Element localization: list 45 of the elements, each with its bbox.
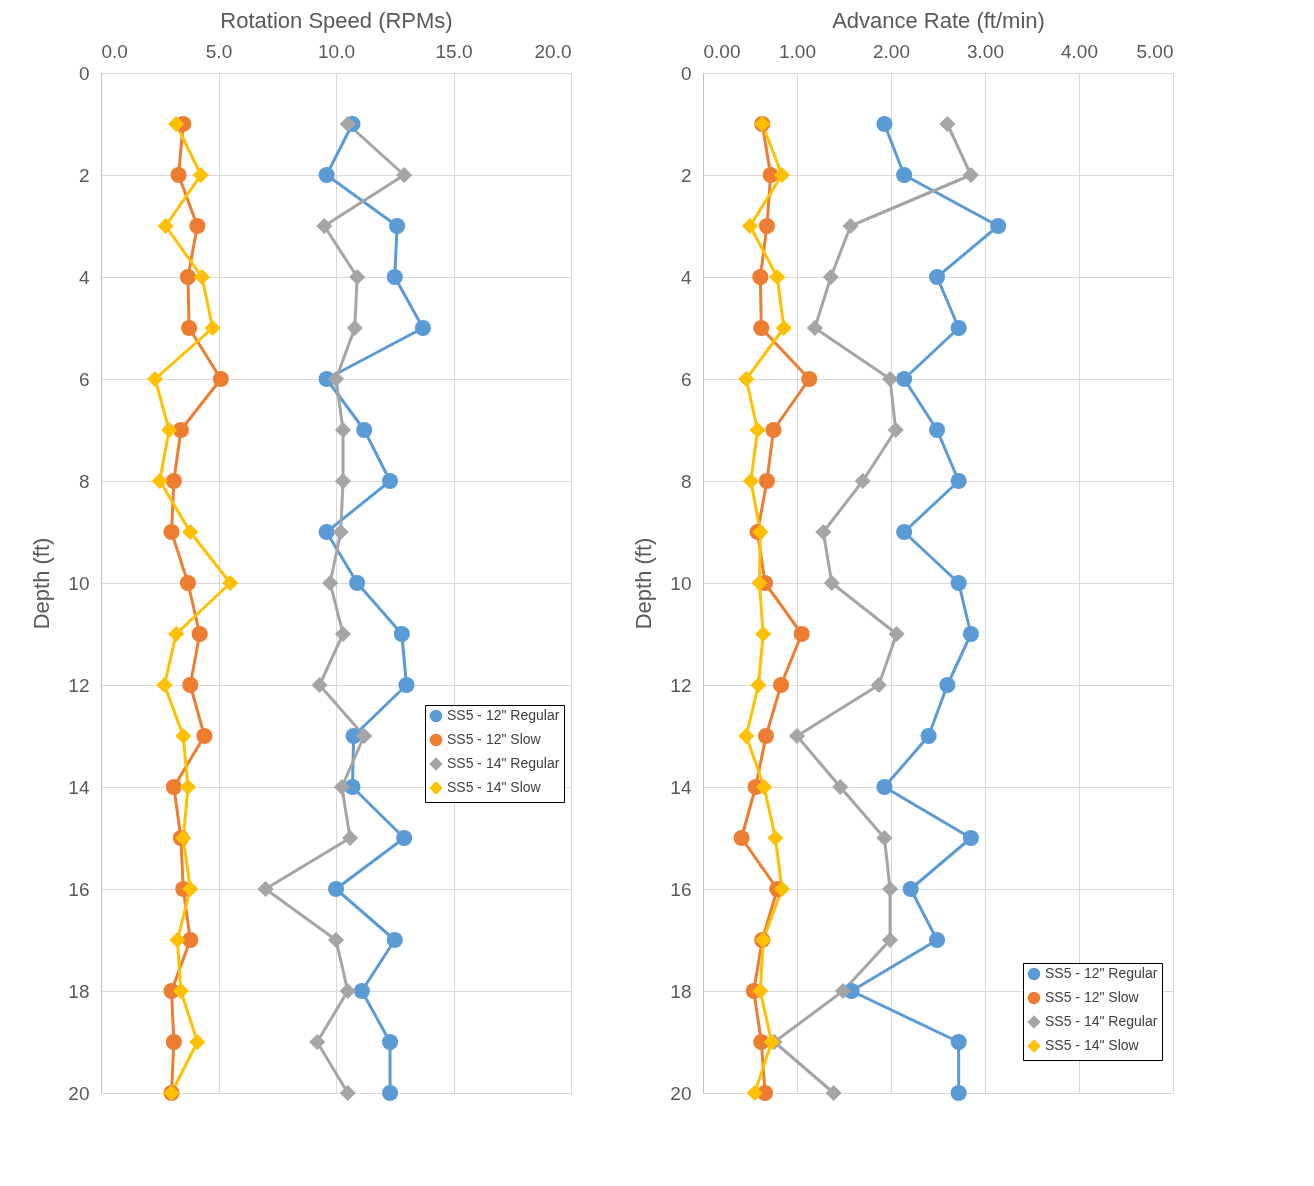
y-tick-label: 18: [68, 980, 90, 1002]
y-axis-title: Depth (ft): [29, 537, 55, 630]
x-tick-label: 0.00: [703, 40, 741, 62]
y-tick-label: 20: [670, 1082, 692, 1104]
y-tick-label: 0: [680, 62, 692, 84]
y-tick-label: 18: [670, 980, 692, 1002]
y-tick-label: 12: [670, 674, 692, 696]
legend-label: SS5 - 12" Slow: [1045, 989, 1140, 1005]
y-tick-label: 8: [78, 470, 90, 492]
y-tick-label: 6: [680, 368, 692, 390]
x-tick-label: 0.0: [101, 40, 128, 62]
x-tick-label: 15.0: [435, 40, 473, 62]
legend-label: SS5 - 14" Slow: [1045, 1037, 1140, 1053]
legend-label: SS5 - 12" Slow: [447, 731, 542, 747]
y-tick-label: 16: [670, 878, 692, 900]
legend-label: SS5 - 14" Slow: [447, 779, 542, 795]
y-tick-label: 10: [670, 572, 692, 594]
y-tick-label: 10: [68, 572, 90, 594]
y-tick-label: 8: [680, 470, 692, 492]
x-tick-label: 3.00: [967, 40, 1004, 62]
y-axis-title: Depth (ft): [631, 537, 657, 630]
y-tick-label: 2: [78, 164, 90, 186]
y-tick-label: 2: [680, 164, 692, 186]
legend-label: SS5 - 14" Regular: [1045, 1013, 1158, 1029]
legend-label: SS5 - 14" Regular: [447, 755, 560, 771]
legend-label: SS5 - 12" Regular: [447, 707, 560, 723]
x-tick-label: 2.00: [873, 40, 910, 62]
x-tick-label: 5.00: [1136, 40, 1174, 62]
x-tick-label: 10.0: [318, 40, 355, 62]
y-tick-label: 14: [68, 776, 90, 798]
y-tick-label: 20: [68, 1082, 90, 1104]
x-tick-label: 5.0: [205, 40, 233, 62]
x-tick-label: 20.0: [534, 40, 572, 62]
y-tick-label: 16: [68, 878, 90, 900]
x-axis-title: Rotation Speed (RPMs): [220, 7, 453, 33]
y-tick-label: 4: [78, 266, 90, 288]
y-tick-label: 14: [670, 776, 692, 798]
y-tick-label: 0: [78, 62, 90, 84]
y-tick-label: 6: [78, 368, 90, 390]
x-tick-label: 4.00: [1061, 40, 1098, 62]
x-axis-title: Advance Rate (ft/min): [832, 7, 1045, 33]
x-tick-label: 1.00: [779, 40, 816, 62]
y-tick-label: 4: [680, 266, 692, 288]
legend-label: SS5 - 12" Regular: [1045, 965, 1158, 981]
y-tick-label: 12: [68, 674, 90, 696]
